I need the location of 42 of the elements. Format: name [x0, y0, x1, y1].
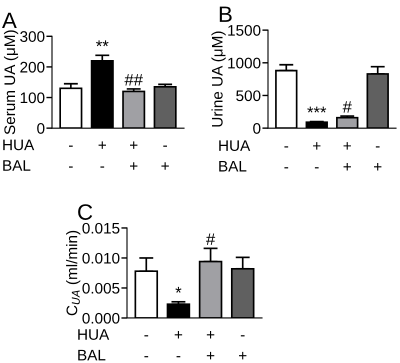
text: BAL — [78, 350, 106, 360]
category-label: - - — [68, 146, 73, 168]
text: BAL — [3, 160, 30, 171]
annotation: * — [175, 286, 182, 293]
annotation: ** — [96, 40, 109, 46]
text: HUA — [219, 140, 250, 151]
text: BAL — [219, 160, 246, 172]
chart-title: A — [2, 12, 17, 28]
y-tick-label: 0.000 — [82, 312, 120, 324]
x-tick-label: - + — [374, 146, 382, 171]
x-tick-label: - + — [239, 335, 246, 360]
y-tick-label: 0 — [37, 123, 44, 134]
y-tick-label: 0.015 — [82, 222, 120, 234]
x-tick-label: + + — [130, 141, 138, 170]
y-tick-label: 1500 — [228, 24, 260, 36]
annotation: *** — [307, 106, 326, 113]
annotation: ## — [124, 74, 143, 86]
x-tick-label: + - — [98, 141, 106, 168]
y-tick-label: 1000 — [228, 58, 260, 68]
y-axis-title: Urine UA (μM) — [211, 32, 226, 126]
annotation: # — [342, 101, 352, 113]
chart-title: B — [220, 6, 232, 22]
x-tick-label: + - — [313, 142, 320, 168]
y-axis-title: C$_{UA}$ (ml/min) — [66, 230, 80, 316]
x-tick-label: + + — [206, 331, 214, 360]
y-tick-label: 300 — [20, 31, 44, 42]
text: HUA — [3, 140, 34, 150]
x-tick-label: + + — [344, 142, 351, 171]
y-tick-label: 200 — [20, 62, 44, 73]
category-label: - - — [144, 335, 148, 358]
category-label: - - — [284, 146, 288, 168]
y-tick-label: 100 — [20, 92, 44, 104]
x-tick-label: - + — [161, 146, 169, 170]
y-tick-label: 0.010 — [82, 252, 120, 264]
annotation: # — [206, 234, 216, 245]
y-axis-title: Serum UA (μM) — [4, 30, 18, 134]
text: HUA — [78, 329, 110, 340]
y-tick-label: 0 — [253, 123, 260, 134]
x-tick-label: + - — [174, 331, 182, 358]
y-tick-label: 500 — [236, 90, 260, 102]
y-tick-label: 0.005 — [82, 282, 120, 294]
chart-title: C — [78, 204, 92, 220]
